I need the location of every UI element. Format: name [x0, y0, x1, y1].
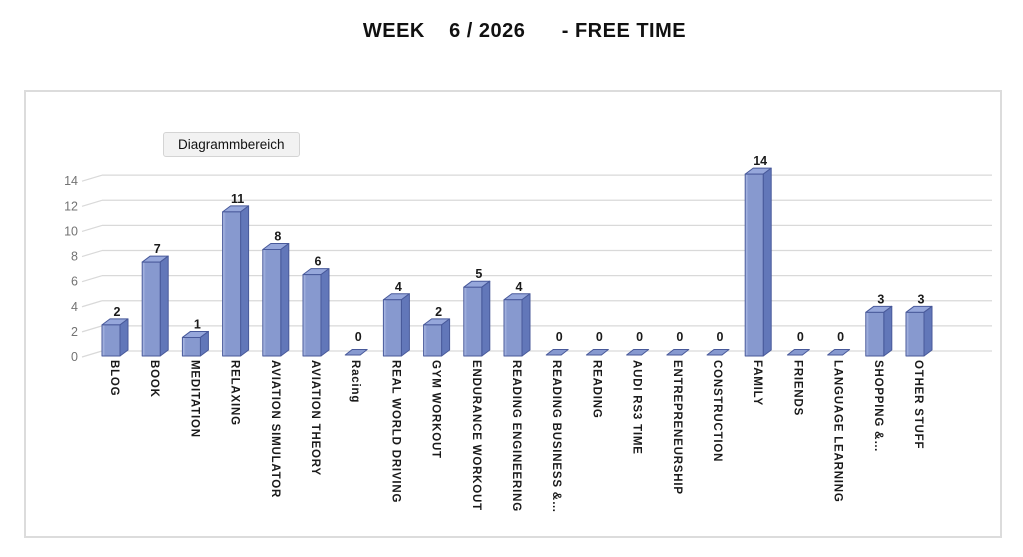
category-label: AVIATION SIMULATOR: [269, 360, 281, 498]
bar-value-label: 14: [753, 154, 767, 168]
y-axis-tick-label: 12: [64, 199, 78, 213]
bar-value-label: 0: [596, 330, 603, 344]
bar-value-label: 2: [435, 305, 442, 319]
bar[interactable]: [786, 349, 810, 356]
gridline-depth-tick: [81, 249, 103, 258]
y-axis-tick-label: 0: [71, 350, 78, 364]
bar[interactable]: [141, 255, 169, 357]
category-label: RELAXING: [229, 360, 241, 426]
category-label: GYM WORKOUT: [430, 360, 442, 459]
category-label: LANGUAGE LEARNING: [832, 360, 844, 503]
bar-value-label: 0: [717, 330, 724, 344]
bar-value-label: 0: [676, 330, 683, 344]
chart-area[interactable]: 0 2 4 6 8 10 12 14 2 BLOG 7 BOOK 1 MEDITATION 11 RELAXI…: [24, 90, 1002, 538]
gridline-depth-tick: [81, 350, 103, 358]
bar-value-label: 6: [315, 255, 322, 269]
category-label: AVIATION THEORY: [309, 360, 321, 476]
y-axis-tick-label: 14: [64, 174, 78, 188]
category-label: Racing: [349, 360, 361, 403]
bar-value-label: 0: [837, 330, 844, 344]
y-axis-tick-label: 8: [71, 250, 78, 264]
bar[interactable]: [827, 349, 851, 356]
category-label: READING ENGINEERING: [510, 360, 522, 512]
category-label: READING BUSINESS &…: [550, 360, 562, 513]
category-label: ENDURANCE WORKOUT: [470, 360, 482, 511]
y-axis-tick-label: 6: [71, 275, 78, 289]
bar[interactable]: [905, 305, 933, 357]
gridline-depth-tick: [81, 224, 103, 232]
bar-value-label: 4: [516, 280, 523, 294]
gridline-depth-tick: [81, 174, 103, 182]
bar[interactable]: [585, 349, 609, 356]
bar[interactable]: [181, 330, 209, 357]
category-label: FAMILY: [751, 360, 763, 406]
bar-value-label: 0: [355, 330, 362, 344]
y-axis-tick-label: 10: [64, 224, 78, 238]
category-label: FRIENDS: [791, 360, 803, 416]
bar[interactable]: [382, 293, 410, 357]
bar[interactable]: [463, 280, 491, 357]
gridline-depth-tick: [81, 275, 103, 283]
bar-value-label: 3: [918, 292, 925, 306]
bar-value-label: 11: [231, 192, 244, 206]
bar[interactable]: [302, 268, 330, 357]
gridline-depth-tick: [81, 300, 103, 308]
plot-svg: 0 2 4 6 8 10 12 14 2 BLOG 7 BOOK 1 MEDITATION 11 RELAXI…: [64, 154, 992, 513]
category-label: BLOG: [108, 360, 120, 396]
bar[interactable]: [222, 205, 250, 357]
bar-value-label: 0: [797, 330, 804, 344]
bar[interactable]: [423, 318, 451, 357]
category-label: CONSTRUCTION: [711, 360, 723, 462]
chart-area-tooltip: Diagrammbereich: [163, 132, 300, 157]
bar[interactable]: [101, 318, 129, 357]
category-label: SHOPPING &…: [872, 360, 884, 453]
bar[interactable]: [865, 305, 893, 357]
category-label: BOOK: [148, 360, 160, 398]
bar[interactable]: [262, 243, 290, 357]
bar-value-label: 1: [194, 317, 201, 331]
y-axis-tick-label: 2: [71, 325, 78, 339]
bar[interactable]: [545, 349, 569, 356]
category-label: MEDITATION: [188, 360, 200, 438]
bar[interactable]: [503, 293, 531, 357]
category-label: REAL WORLD DRIVING: [389, 360, 401, 503]
bar-value-label: 5: [475, 267, 482, 281]
bar-value-label: 2: [114, 305, 121, 319]
y-axis-tick-label: 4: [71, 300, 78, 314]
chart-title: WEEK 6 / 2026 - FREE TIME: [362, 20, 687, 42]
bar[interactable]: [344, 349, 368, 356]
bar-value-label: 3: [877, 292, 884, 306]
gridline-depth-tick: [81, 199, 103, 207]
bar[interactable]: [744, 167, 772, 357]
bar-value-label: 7: [154, 242, 161, 256]
bar[interactable]: [626, 349, 650, 356]
bar-value-label: 0: [556, 330, 563, 344]
category-label: AUDI RS3 TIME: [631, 360, 643, 455]
category-label: OTHER STUFF: [912, 360, 924, 449]
bar[interactable]: [706, 349, 730, 356]
bar-value-label: 0: [636, 330, 643, 344]
plot-area: 0 2 4 6 8 10 12 14 2 BLOG 7 BOOK 1 MEDITATION 11 RELAXI…: [26, 92, 1000, 536]
bar[interactable]: [666, 349, 690, 356]
bar-value-label: 8: [274, 230, 281, 244]
gridline-depth-tick: [81, 325, 103, 333]
category-label: ENTREPRENEURSHIP: [671, 360, 683, 495]
bar-value-label: 4: [395, 280, 402, 294]
category-label: READING: [590, 360, 602, 419]
